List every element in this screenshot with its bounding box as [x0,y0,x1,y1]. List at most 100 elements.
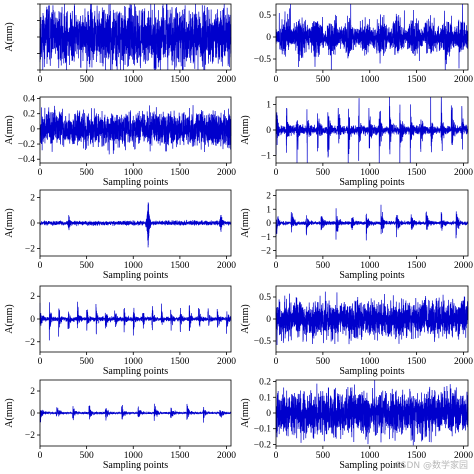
watermark: CSDN @数学家园 [394,461,468,471]
x-tick-label: 2000 [217,451,236,461]
x-tick-label: 1500 [170,168,189,178]
x-tick-label: 0 [274,451,279,461]
y-axis-label: A(mm) [240,304,251,333]
y-tick-label: −2 [25,431,35,441]
x-tick-label: 2000 [217,261,236,271]
y-tick-label: −2 [261,247,271,257]
x-tick-label: 1500 [170,357,189,367]
y-tick-label: 0 [30,219,35,229]
y-tick-label: 1 [266,205,271,215]
y-axis-label: A(mm) [240,398,251,427]
signal-line [275,380,469,446]
y-tick-label: −0.1 [254,425,271,435]
y-axis-label: A(mm) [240,115,251,144]
x-tick-label: 0 [38,75,43,85]
signal-line [39,202,232,248]
y-tick-label: 0 [266,126,271,136]
y-tick-label: −0.2 [254,440,271,450]
x-tick-label: 2000 [454,261,473,271]
x-tick-label: 1000 [360,357,379,367]
x-tick-label: 0 [38,451,43,461]
x-tick-label: 1000 [124,261,143,271]
y-tick-label: 0.1 [259,393,271,403]
x-tick-label: 2000 [454,357,473,367]
y-tick-label: 0 [266,409,271,419]
y-tick-label: 0 [266,315,271,325]
y-tick-label: 1 [266,101,271,111]
x-tick-label: 1000 [360,168,379,178]
y-tick-label: 0 [266,219,271,229]
signal-line [275,96,469,164]
x-axis-label: Sampling points [339,460,404,471]
x-tick-label: 1000 [124,451,143,461]
x-tick-label: 1500 [170,75,189,85]
x-tick-label: 500 [316,261,331,271]
x-tick-label: 2000 [217,357,236,367]
axes-frame [39,96,232,164]
y-tick-label: 0.5 [259,11,271,21]
x-axis-label: Sampling points [339,177,404,188]
signal-line [275,3,469,71]
y-tick-label: 0.2 [259,378,271,388]
y-tick-label: −1 [261,233,271,243]
x-axis-label: Sampling points [339,270,404,281]
x-tick-label: 1500 [407,168,426,178]
x-tick-label: 1500 [407,451,426,461]
y-tick-label: −0.5 [254,337,271,347]
x-tick-label: 1500 [170,261,189,271]
y-tick-label: 2 [30,292,35,302]
y-tick-label: −2 [25,244,35,254]
x-tick-label: 500 [80,168,95,178]
y-axis-label: A(mm) [4,208,15,237]
x-tick-label: 1000 [124,357,143,367]
x-tick-label: 500 [80,75,95,85]
y-axis-label: A(mm) [240,208,251,237]
x-tick-label: 2000 [454,451,473,461]
y-tick-label: 0 [30,125,35,135]
x-tick-label: 0 [38,357,43,367]
x-tick-label: 0 [274,168,279,178]
y-tick-label: 0.2 [23,110,35,120]
y-tick-label: 0 [266,33,271,43]
x-tick-label: 1000 [124,168,143,178]
signal-line [39,301,232,341]
y-axis-label: A(mm) [4,22,15,51]
x-tick-label: 1500 [407,261,426,271]
y-tick-label: 2 [30,194,35,204]
x-tick-label: 0 [274,261,279,271]
panel-row1-right: 0 500 1000 1500 2000−0.500.5 [254,3,473,85]
x-tick-label: 2000 [454,75,473,85]
signal-line [39,105,232,155]
y-tick-label: 2 [30,387,35,397]
x-tick-label: 1000 [124,75,143,85]
y-tick-label: −2 [25,338,35,348]
x-tick-label: 1000 [360,75,379,85]
x-tick-label: 500 [316,357,331,367]
x-tick-label: 0 [38,168,43,178]
x-tick-label: 1500 [407,357,426,367]
y-axis-label: A(mm) [4,304,15,333]
y-tick-label: 0 [30,409,35,419]
x-tick-label: 0 [38,261,43,271]
x-tick-label: 2000 [217,75,236,85]
panel-row1-left: 0 500 1000 1500 2000 A(mm) [4,3,236,85]
x-tick-label: 2000 [217,168,236,178]
x-tick-label: 2000 [454,168,473,178]
x-tick-label: 0 [274,357,279,367]
y-tick-label: −0.5 [254,55,271,65]
x-tick-label: 500 [316,75,331,85]
x-tick-label: 500 [80,261,95,271]
y-tick-label: −1 [261,151,271,161]
x-tick-label: 1500 [407,75,426,85]
y-axis-label: A(mm) [4,398,15,427]
x-axis-label: Sampling points [103,177,168,188]
signal-line [275,204,469,241]
x-tick-label: 1000 [360,261,379,271]
signal-line [39,403,232,423]
